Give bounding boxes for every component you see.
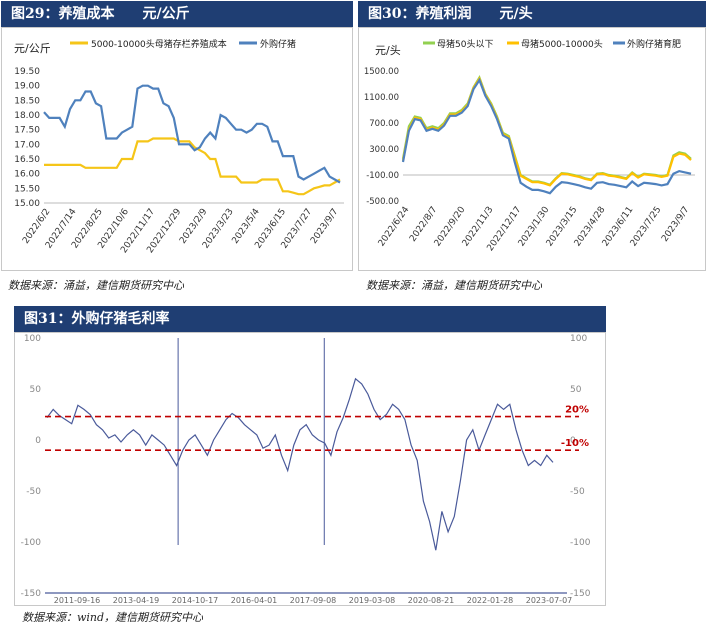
x-tick-label: 2017-09-08	[290, 596, 337, 605]
panel-30-source: 数据来源：涌益，建信期货研究中心	[366, 279, 542, 292]
y-tick-label-left: 0	[35, 436, 41, 446]
panel-31-title: 图31：外购仔猪毛利率	[14, 306, 606, 332]
series-line-0	[401, 74, 692, 187]
y-tick-label-right: -50	[570, 487, 585, 497]
y-tick-label: 19.00	[14, 82, 40, 92]
panel-29-title: 图29：养殖成本 元/公斤	[1, 1, 353, 27]
panel-30-frame: 元/头 母猪50头以下 母猪5000-10000头 外购仔猪育肥 1500.00 1100…	[358, 27, 706, 271]
reference-label-0: 20%	[565, 405, 589, 416]
series-line-0	[46, 377, 554, 551]
y-tick-label: 16.50	[14, 155, 40, 165]
legend-label-1: 外购仔猪	[260, 38, 296, 50]
y-tick-label-left: -50	[26, 487, 41, 497]
x-tick-label: 2022/8/7	[408, 205, 439, 244]
x-tick-label: 2019-03-08	[349, 596, 396, 605]
series-line-1	[401, 76, 692, 187]
y-axis-unit: 元/公斤	[14, 42, 51, 55]
x-tick-label: 2014-10-17	[172, 596, 219, 605]
y-tick-label: 18.50	[14, 96, 40, 106]
y-tick-label: 19.50	[14, 67, 40, 77]
panel-29-frame: 元/公斤 5000-10000头母猪存栏养殖成本 外购仔猪 19.50 19.00 18.…	[1, 27, 353, 271]
y-tick-label: 700.00	[369, 119, 399, 129]
y-tick-label: 300.00	[369, 145, 399, 155]
panel-29-source: 数据来源：涌益，建信期货研究中心	[8, 279, 184, 292]
y-tick-label: 1500.00	[364, 67, 399, 77]
x-tick-label: 2022-01-28	[467, 596, 514, 605]
y-tick-label: 15.50	[14, 184, 40, 194]
y-tick-label: 17.00	[14, 140, 40, 150]
y-tick-label-left: -100	[21, 538, 42, 548]
y-tick-label: 1100.00	[364, 93, 399, 103]
chart-30: 元/头 母猪50头以下 母猪5000-10000头 外购仔猪育肥 1500.00 1100…	[364, 38, 695, 253]
panel-31-frame: 100 50 0 -50 -100 -150 100 50 0 -50 -100 -150 2011-0…	[14, 332, 606, 606]
y-tick-label: 16.00	[14, 170, 40, 180]
y-tick-label-left: -150	[21, 589, 42, 599]
y-axis-unit: 元/头	[375, 44, 401, 57]
x-tick-label: 2020-08-21	[408, 596, 455, 605]
x-tick-label: 2011-09-16	[54, 596, 101, 605]
y-tick-label: 17.50	[14, 126, 40, 136]
y-tick-label-left: 50	[30, 385, 42, 395]
reference-label-1: -10%	[561, 438, 589, 449]
series-line-1	[43, 84, 341, 184]
y-tick-label: 18.00	[14, 111, 40, 121]
series-line-0	[44, 137, 341, 196]
x-tick-label: 2022/6/24	[377, 205, 412, 249]
y-tick-label: -500.00	[366, 197, 399, 207]
x-tick-label: 2016-04-01	[231, 596, 278, 605]
y-tick-label-right: -150	[570, 589, 591, 599]
y-tick-label-right: 0	[570, 436, 576, 446]
x-tick-label: 2023-07-07	[526, 596, 573, 605]
chart-31: 100 50 0 -50 -100 -150 100 50 0 -50 -100 -150 2011-0…	[21, 334, 591, 605]
y-tick-label: -100.00	[366, 171, 399, 181]
series-line-2	[401, 77, 692, 195]
y-tick-label: 15.00	[14, 199, 40, 209]
legend-label-1: 母猪5000-10000头	[521, 38, 603, 50]
y-tick-label-right: -100	[570, 538, 591, 548]
panel-31-source: 数据来源：wind，建信期货研究中心	[22, 611, 204, 624]
x-tick-label: 2013-04-19	[113, 596, 160, 605]
legend-label-2: 外购仔猪育肥	[627, 38, 681, 50]
legend-label-0: 母猪50头以下	[437, 38, 493, 50]
legend-label-0: 5000-10000头母猪存栏养殖成本	[91, 38, 227, 50]
y-tick-label-right: 100	[570, 334, 587, 344]
y-tick-label-right: 50	[570, 385, 582, 395]
panel-30-title: 图30：养殖利润 元/头	[358, 1, 706, 27]
x-tick-label: 2023/9/7	[660, 205, 691, 244]
y-tick-label-left: 100	[24, 334, 41, 344]
chart-29: 元/公斤 5000-10000头母猪存栏养殖成本 外购仔猪 19.50 19.00 18.…	[14, 38, 344, 255]
